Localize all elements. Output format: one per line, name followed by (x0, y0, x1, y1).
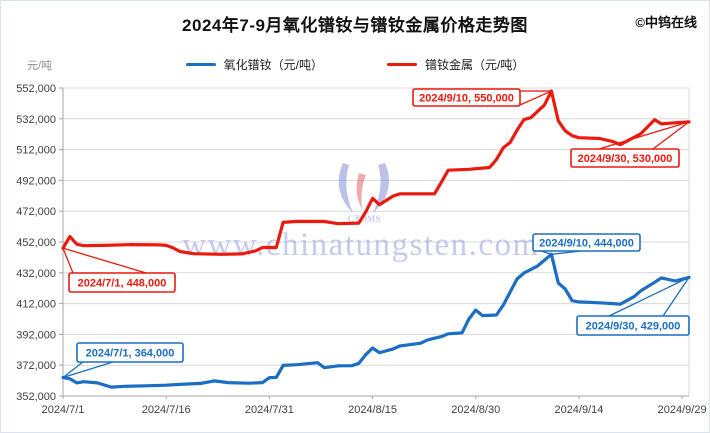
annotation-leader-line (62, 361, 114, 379)
annotation-leader-line (62, 247, 147, 274)
y-tick-label: 472,000 (16, 206, 56, 218)
x-tick-label: 2024/7/31 (245, 404, 294, 416)
annotation-box (570, 148, 680, 168)
annotation-label: 2024/9/30, 429,000 (586, 321, 681, 333)
annotation-label: 2024/7/1, 448,000 (78, 278, 167, 290)
annotation-box (576, 315, 690, 336)
annotation-leader-line (652, 121, 690, 150)
y-tick-label: 432,000 (16, 268, 56, 280)
watermark-logo-shape (373, 163, 389, 213)
annotation-leader-line (598, 121, 690, 150)
x-tick-label: 2024/7/16 (142, 404, 191, 416)
y-tick-label: 452,000 (16, 237, 56, 249)
y-tick-label: 552,000 (16, 83, 56, 95)
x-tick-label: 2024/8/15 (348, 404, 397, 416)
watermark-text: www.chinatungsten.com (182, 227, 539, 263)
legend-item-metal: 镨钕金属（元/吨） (387, 56, 524, 73)
watermark: CTOMS www.chinatungsten.com (182, 163, 539, 263)
annotation-box (76, 342, 184, 363)
series-line-oxide (61, 252, 691, 389)
y-tick-label: 532,000 (16, 114, 56, 126)
x-tick-label: 2024/9/29 (658, 404, 707, 416)
legend-label-metal: 镨钕金属（元/吨） (425, 58, 525, 72)
annotation-leader-line (62, 247, 74, 274)
annotation-leader-line (62, 361, 84, 379)
y-tick-label: 372,000 (16, 360, 56, 372)
legend-line-swatch-oxide (185, 63, 216, 66)
annotation-label: 2024/9/10, 550,000 (419, 93, 514, 105)
y-tick-label: 352,000 (16, 391, 56, 403)
y-tick-label: 412,000 (16, 299, 56, 311)
annotation-leader-line (662, 277, 690, 317)
legend-item-oxide: 氧化镨钕（元/吨） (185, 56, 323, 73)
y-tick-label: 492,000 (16, 175, 56, 187)
annotation-label: 2024/7/1, 364,000 (86, 348, 175, 360)
annotation-box (412, 88, 521, 107)
watermark-logo-caption: CTOMS (348, 214, 381, 224)
series-line-metal (61, 89, 691, 256)
annotation-leader-line (519, 90, 552, 106)
annotation-label: 2024/9/10, 444,000 (539, 238, 634, 250)
annotation-leader-line (608, 276, 690, 317)
y-tick-label: 512,000 (16, 145, 56, 157)
x-tick-label: 2024/8/30 (451, 404, 500, 416)
y-tick-label: 392,000 (16, 329, 56, 341)
x-tick-label: 2024/9/14 (554, 404, 603, 416)
annotation-box (532, 233, 641, 252)
copyright-label: ©中钨在线 (635, 15, 697, 30)
legend-label-oxide: 氧化镨钕（元/吨） (223, 58, 323, 72)
annotation-label: 2024/9/30, 530,000 (578, 153, 673, 165)
page-title: 2024年7-9月氧化镨钕与镨钕金属价格走势图 (182, 16, 528, 35)
x-tick-label: 2024/7/1 (42, 404, 85, 416)
watermark-logo-shape (338, 163, 353, 213)
y-axis-unit-label: 元/吨 (27, 60, 53, 72)
watermark-logo-shape (356, 173, 366, 209)
annotation-box (68, 272, 176, 293)
legend-line-swatch-metal (387, 63, 417, 66)
legend: 氧化镨钕（元/吨） 镨钕金属（元/吨） (1, 56, 709, 73)
